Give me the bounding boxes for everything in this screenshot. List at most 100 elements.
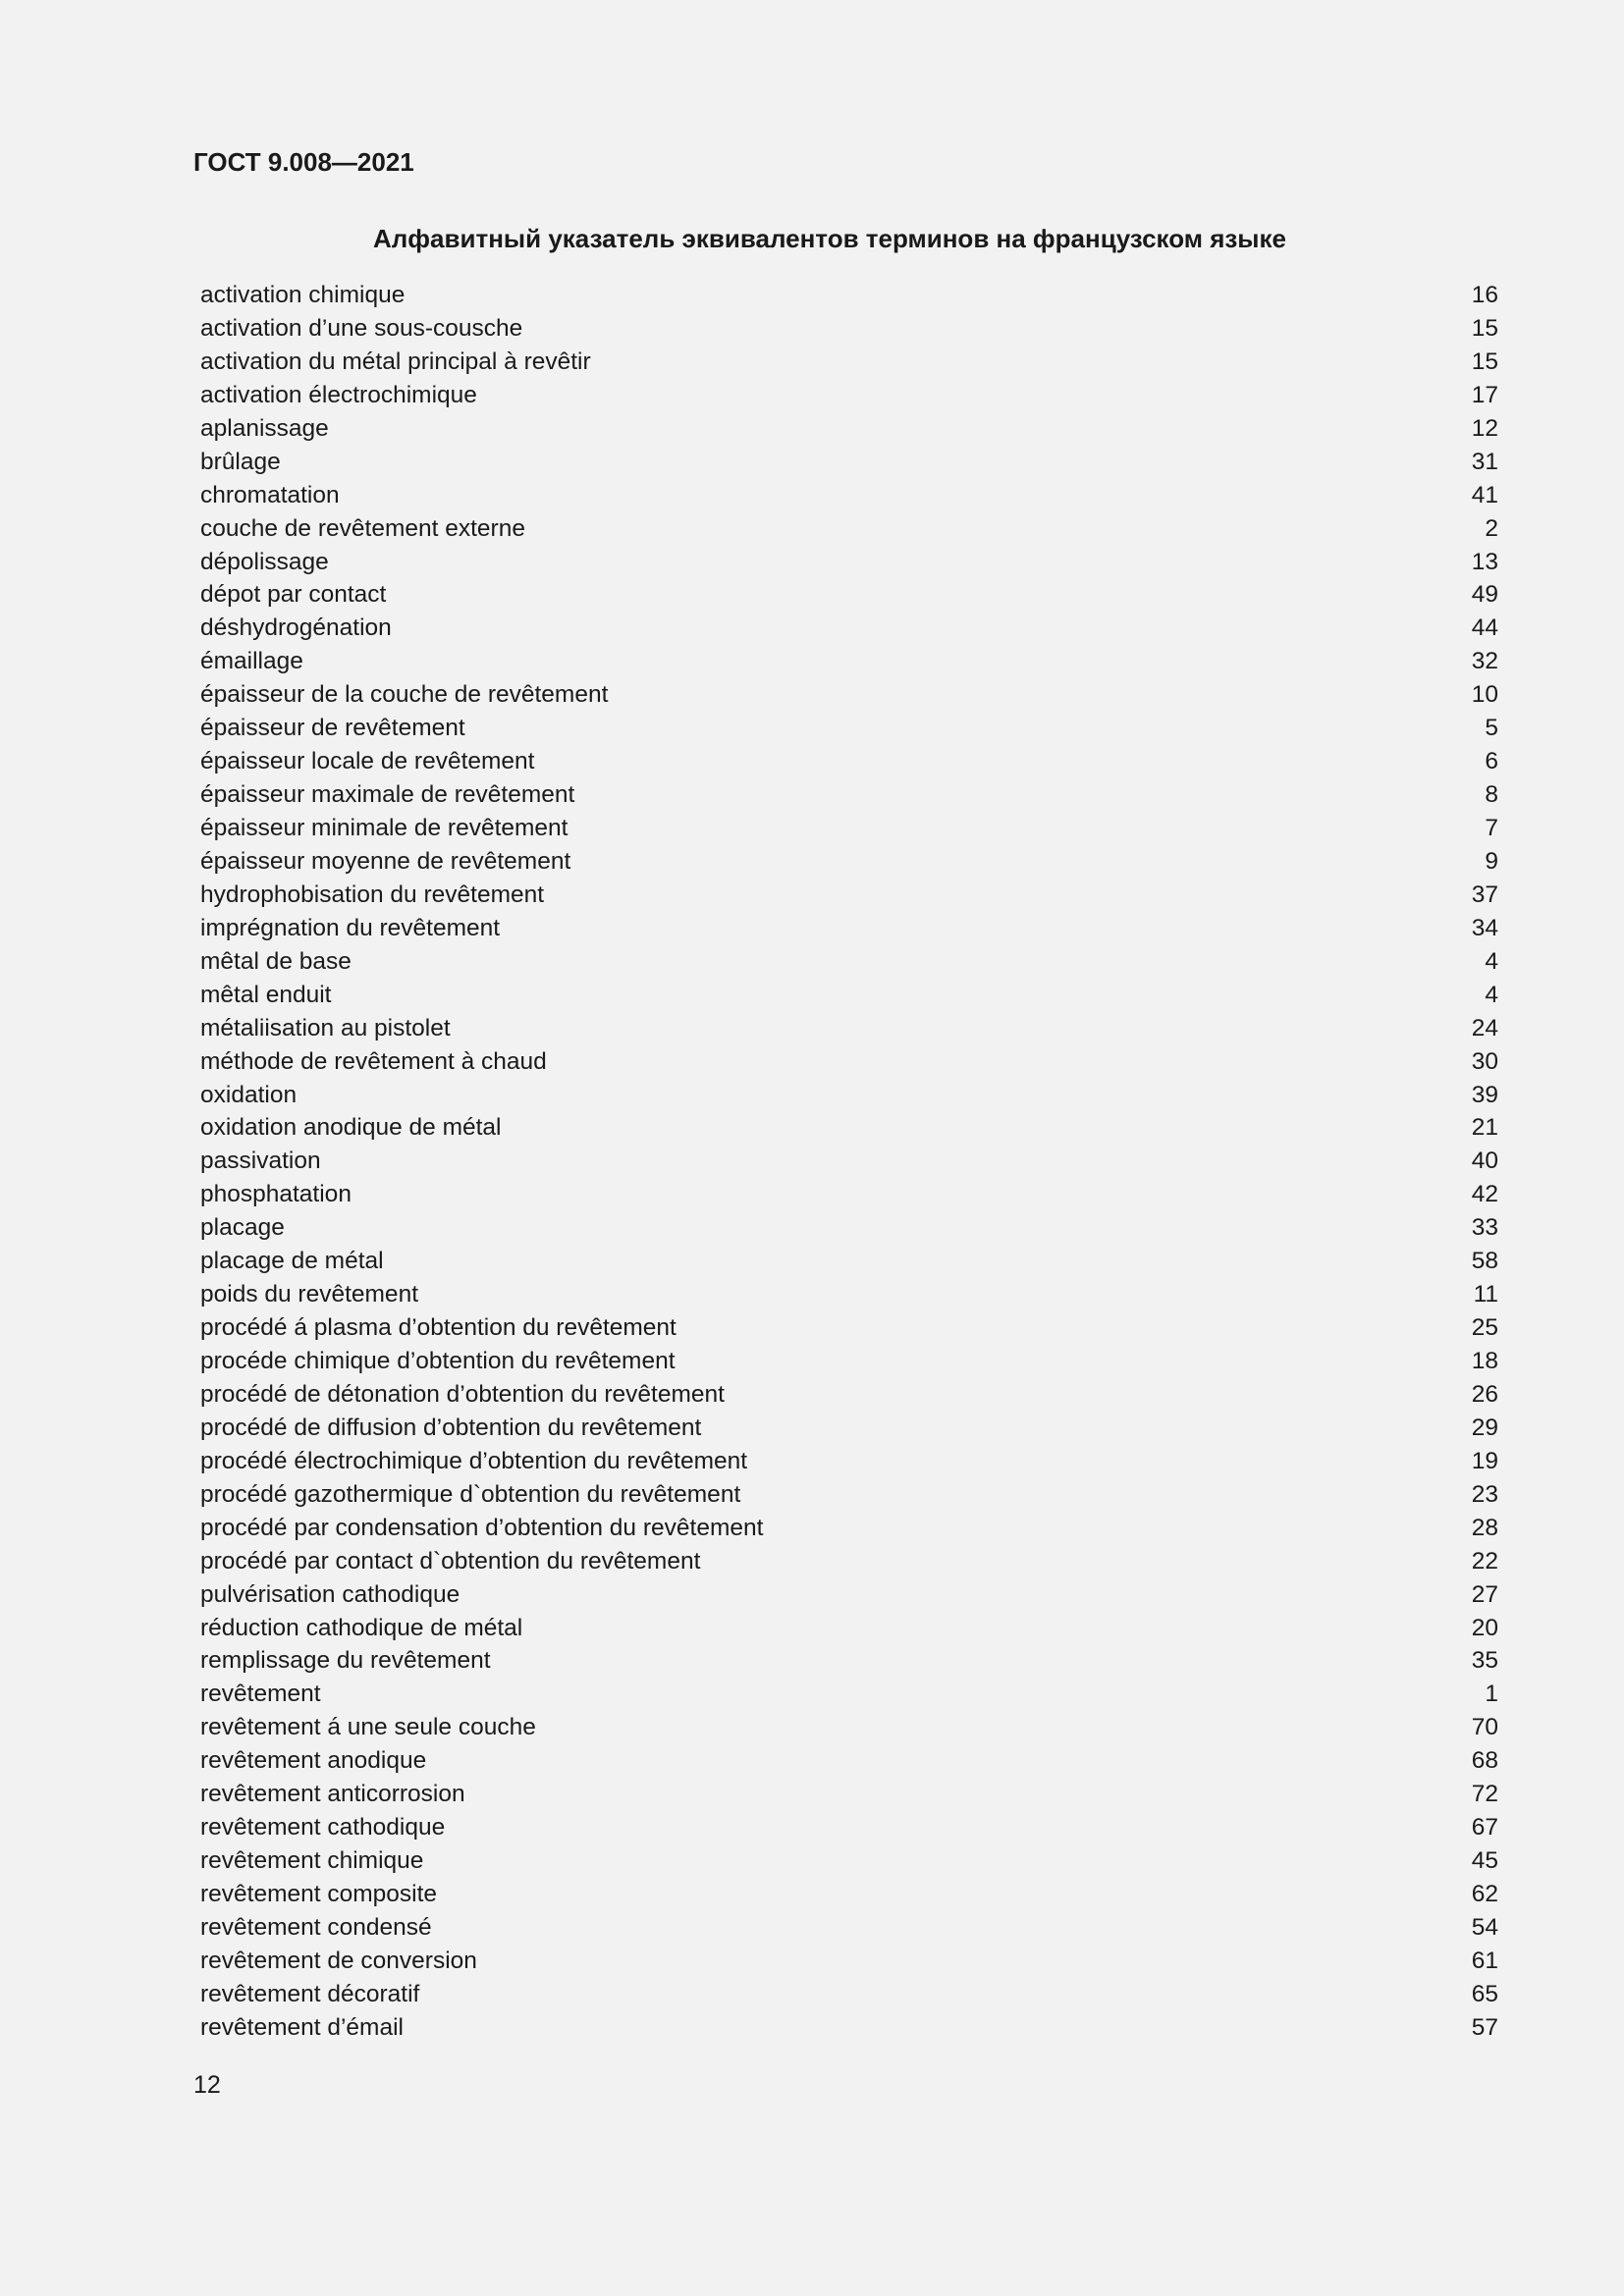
entry-number: 61 [1471, 1947, 1498, 1974]
document-header: ГОСТ 9.008—2021 [193, 147, 414, 177]
term-index-list: activation chimique 16 activation d’une so… [200, 279, 1498, 2045]
entry-term: procédé de diffusion d’obtention du revê… [200, 1414, 702, 1441]
index-entry: procédé électrochimique d’obtention du r… [200, 1445, 1498, 1478]
entry-term: procédé par condensation d’obtention du … [200, 1514, 764, 1541]
entry-term: revêtement chimique [200, 1847, 424, 1875]
entry-number: 49 [1471, 581, 1498, 609]
entry-number: 27 [1471, 1580, 1498, 1608]
entry-term: procédé á plasma d’obtention du revêteme… [200, 1314, 677, 1342]
index-entry: oxidation 39 [200, 1079, 1498, 1112]
entry-term: épaisseur minimale de revêtement [200, 815, 568, 841]
entry-number: 58 [1471, 1248, 1498, 1275]
entry-term: chromatation [200, 481, 340, 508]
entry-number: 72 [1471, 1781, 1498, 1808]
index-entry: procédé gazothermique d`obtention du rev… [200, 1478, 1498, 1512]
entry-number: 11 [1473, 1281, 1498, 1308]
index-entry: procédé par condensation d’obtention du … [200, 1512, 1498, 1545]
index-entry: revêtement anticorrosion 72 [200, 1778, 1498, 1811]
index-entry: brûlage 31 [200, 446, 1498, 479]
entry-term: revêtement de conversion [200, 1947, 477, 1974]
entry-term: émaillage [200, 648, 303, 675]
entry-term: épaisseur moyenne de revêtement [200, 847, 571, 875]
entry-term: hydrophobisation du revêtement [200, 881, 545, 908]
index-entry: hydrophobisation du revêtement 37 [200, 879, 1498, 912]
entry-number: 68 [1471, 1747, 1498, 1775]
entry-term: activation du métal principal à revêtir [200, 347, 591, 375]
entry-term: placage [200, 1214, 285, 1242]
entry-number: 1 [1485, 1681, 1498, 1708]
index-entry: métaliisation au pistolet 24 [200, 1012, 1498, 1045]
entry-number: 28 [1471, 1514, 1498, 1541]
entry-term: dépolissage [200, 548, 329, 575]
entry-term: procédé électrochimique d’obtention du r… [200, 1447, 748, 1474]
entry-number: 40 [1471, 1148, 1498, 1175]
entry-number: 17 [1471, 381, 1498, 408]
entry-number: 57 [1471, 2013, 1498, 2041]
entry-term: mêtal enduit [200, 981, 332, 1008]
entry-term: remplissage du revêtement [200, 1647, 491, 1675]
index-entry: activation chimique 16 [200, 279, 1498, 312]
entry-number: 37 [1471, 881, 1498, 908]
entry-term: revêtement anodique [200, 1747, 427, 1775]
entry-term: procéde chimique d’obtention du revêteme… [200, 1348, 676, 1374]
entry-number: 42 [1471, 1181, 1498, 1208]
page-number: 12 [193, 2071, 221, 2099]
entry-number: 26 [1471, 1380, 1498, 1408]
index-entry: mêtal de base 4 [200, 945, 1498, 979]
entry-term: épaisseur de revêtement [200, 715, 465, 742]
index-entry: activation électrochimique 17 [200, 379, 1498, 412]
index-entry: procédé de diffusion d’obtention du revê… [200, 1412, 1498, 1445]
entry-number: 9 [1485, 847, 1498, 875]
entry-number: 34 [1471, 914, 1498, 941]
entry-term: revêtement cathodique [200, 1814, 446, 1842]
entry-number: 44 [1471, 614, 1498, 642]
entry-number: 19 [1471, 1447, 1498, 1474]
index-entry: épaisseur maximale de revêtement 8 [200, 778, 1498, 812]
section-title: Алфавитный указатель эквивалентов термин… [373, 224, 1286, 253]
entry-term: activation chimique [200, 282, 406, 308]
index-entry: oxidation anodique de métal 21 [200, 1111, 1498, 1145]
index-entry: procédé de détonation d’obtention du rev… [200, 1378, 1498, 1412]
index-entry: phosphatation 42 [200, 1178, 1498, 1211]
entry-term: épaisseur maximale de revêtement [200, 781, 575, 809]
entry-number: 25 [1471, 1314, 1498, 1342]
entry-number: 24 [1471, 1014, 1498, 1041]
index-entry: épaisseur locale de revêtement 6 [200, 745, 1498, 778]
entry-term: épaisseur locale de revêtement [200, 748, 535, 775]
index-entry: passivation 40 [200, 1145, 1498, 1178]
index-entry: procéde chimique d’obtention du revêteme… [200, 1345, 1498, 1378]
entry-number: 30 [1471, 1047, 1498, 1075]
entry-term: épaisseur de la couche de revêtement [200, 681, 609, 709]
entry-number: 20 [1471, 1614, 1498, 1641]
entry-term: passivation [200, 1148, 321, 1175]
index-entry: poids du revêtement 11 [200, 1278, 1498, 1311]
entry-number: 31 [1471, 448, 1498, 475]
index-entry: placage de métal 58 [200, 1245, 1498, 1278]
entry-number: 5 [1485, 715, 1498, 742]
index-entry: épaisseur de la couche de revêtement 10 [200, 678, 1498, 712]
index-entry: procédé á plasma d’obtention du revêteme… [200, 1311, 1498, 1345]
entry-term: revêtement condensé [200, 1913, 432, 1941]
index-entry: réduction cathodique de métal 20 [200, 1612, 1498, 1645]
entry-number: 33 [1471, 1214, 1498, 1242]
entry-number: 23 [1471, 1480, 1498, 1508]
index-entry: épaisseur minimale de revêtement 7 [200, 812, 1498, 845]
index-entry: revêtement chimique 45 [200, 1844, 1498, 1878]
index-entry: placage 33 [200, 1211, 1498, 1245]
entry-term: activation d’une sous-cousche [200, 314, 523, 342]
entry-number: 6 [1485, 748, 1498, 775]
index-entry: déshydrogénation 44 [200, 612, 1498, 645]
index-entry: procédé par contact d`obtention du revêt… [200, 1545, 1498, 1578]
entry-number: 41 [1471, 481, 1498, 508]
entry-term: déshydrogénation [200, 614, 392, 642]
index-entry: revêtement composite 62 [200, 1878, 1498, 1911]
index-entry: revêtement anodique 68 [200, 1744, 1498, 1778]
entry-number: 18 [1471, 1348, 1498, 1374]
entry-number: 39 [1471, 1081, 1498, 1108]
entry-number: 65 [1471, 1980, 1498, 2007]
entry-term: pulvérisation cathodique [200, 1580, 460, 1608]
entry-term: imprégnation du revêtement [200, 914, 501, 941]
entry-term: revêtement décoratif [200, 1980, 420, 2007]
index-entry: revêtement cathodique 67 [200, 1811, 1498, 1844]
entry-number: 4 [1485, 947, 1498, 975]
